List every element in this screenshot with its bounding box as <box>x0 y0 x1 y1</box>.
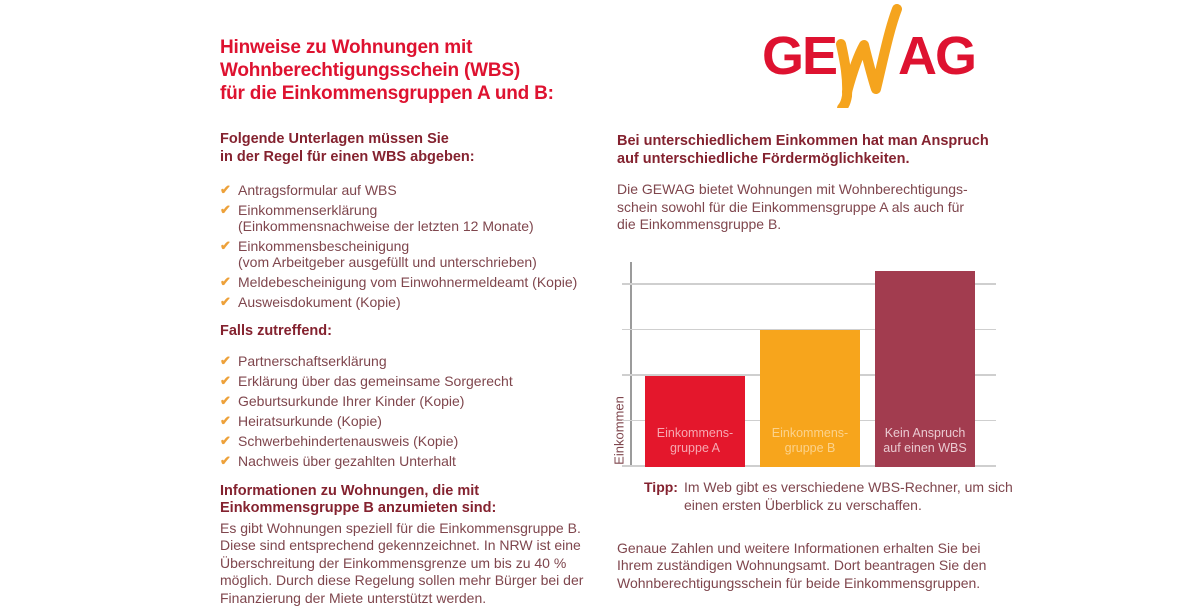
checklist-item-text: Erklärung über das gemeinsame Sorgerecht <box>238 373 513 389</box>
logo-w-icon <box>831 4 903 108</box>
chart-bar-label: Einkommens- gruppe A <box>645 426 745 456</box>
logo-text-ag: AG <box>898 4 975 108</box>
chart-bar: Einkommens- gruppe A <box>645 376 745 467</box>
left-column: Hinweise zu Wohnungen mit Wohnberechtigu… <box>220 36 612 607</box>
right-column: Bei unterschiedlichem Einkommen hat man … <box>617 133 1037 592</box>
check-icon: ✔ <box>220 202 238 234</box>
tip-label: Tipp: <box>644 478 678 514</box>
tip-text: Im Web gibt es verschiedene WBS-Rechner,… <box>684 478 1013 514</box>
checklist-item-text: Einkommensbescheinigung (vom Arbeitgeber… <box>238 238 537 270</box>
checklist-item-text: Antragsformular auf WBS <box>238 182 397 198</box>
documents-checklist: ✔ Antragsformular auf WBS ✔ Einkommenser… <box>220 182 612 310</box>
checklist-item-text: Schwerbehindertenausweis (Kopie) <box>238 433 458 449</box>
check-icon: ✔ <box>220 238 238 270</box>
checklist-item-text: Einkommenserklärung (Einkommensnachweise… <box>238 202 534 234</box>
checklist-item-text: Partnerschaftserklärung <box>238 353 387 369</box>
funding-heading: Bei unterschiedlichem Einkommen hat man … <box>617 133 1037 168</box>
checklist-item-text: Meldebescheinigung vom Einwohnermeldeamt… <box>238 274 577 290</box>
check-icon: ✔ <box>220 373 238 389</box>
checklist-item: ✔ Schwerbehindertenausweis (Kopie) <box>220 433 612 449</box>
page-title: Hinweise zu Wohnungen mit Wohnberechtigu… <box>220 36 612 105</box>
checklist-item: ✔ Nachweis über gezahlten Unterhalt <box>220 453 612 469</box>
housing-office-text: Genaue Zahlen und weitere Informationen … <box>617 540 1037 593</box>
chart-bars: Einkommens- gruppe A Einkommens- gruppe B… <box>645 271 975 467</box>
chart-bar: Einkommens- gruppe B <box>760 330 860 467</box>
chart-plot: Einkommens- gruppe A Einkommens- gruppe B… <box>630 262 996 467</box>
check-icon: ✔ <box>220 182 238 198</box>
checklist-item: ✔ Antragsformular auf WBS <box>220 182 612 198</box>
chart-ylabel: Einkommen <box>612 385 627 475</box>
checklist-item: ✔ Meldebescheinigung vom Einwohnermeldea… <box>220 274 612 290</box>
logo-text-ge: GE <box>762 4 836 108</box>
checklist-item: ✔ Einkommenserklärung (Einkommensnachwei… <box>220 202 612 234</box>
optional-documents-checklist: ✔ Partnerschaftserklärung ✔ Erklärung üb… <box>220 353 612 469</box>
check-icon: ✔ <box>220 413 238 429</box>
checklist-item: ✔ Einkommensbescheinigung (vom Arbeitgeb… <box>220 238 612 270</box>
checklist-item: ✔ Partnerschaftserklärung <box>220 353 612 369</box>
checklist-item: ✔ Geburtsurkunde Ihrer Kinder (Kopie) <box>220 393 612 409</box>
chart-bar-label: Einkommens- gruppe B <box>760 426 860 456</box>
chart-bar-label: Kein Anspruch auf einen WBS <box>875 426 975 456</box>
check-icon: ✔ <box>220 433 238 449</box>
check-icon: ✔ <box>220 453 238 469</box>
checklist-item-text: Nachweis über gezahlten Unterhalt <box>238 453 456 469</box>
checklist-item-text: Geburtsurkunde Ihrer Kinder (Kopie) <box>238 393 464 409</box>
group-b-info-text: Es gibt Wohnungen speziell für die Einko… <box>220 520 612 607</box>
check-icon: ✔ <box>220 274 238 290</box>
section-heading-group-b-info: Informationen zu Wohnungen, die mit Eink… <box>220 483 612 518</box>
checklist-item-text: Heiratsurkunde (Kopie) <box>238 413 382 429</box>
funding-intro-text: Die GEWAG bietet Wohnungen mit Wohnberec… <box>617 181 1037 234</box>
checklist-item: ✔ Erklärung über das gemeinsame Sorgerec… <box>220 373 612 389</box>
checklist-item: ✔ Heiratsurkunde (Kopie) <box>220 413 612 429</box>
check-icon: ✔ <box>220 393 238 409</box>
checklist-item-text: Ausweisdokument (Kopie) <box>238 294 401 310</box>
check-icon: ✔ <box>220 353 238 369</box>
section-heading-documents: Folgende Unterlagen müssen Sie in der Re… <box>220 131 612 166</box>
checklist-item: ✔ Ausweisdokument (Kopie) <box>220 294 612 310</box>
gewag-logo: GE AG <box>762 4 975 108</box>
chart-bar: Kein Anspruch auf einen WBS <box>875 271 975 467</box>
section-heading-if-applicable: Falls zutreffend: <box>220 323 612 341</box>
check-icon: ✔ <box>220 294 238 310</box>
tip-note: Tipp: Im Web gibt es verschiedene WBS-Re… <box>644 478 1037 514</box>
